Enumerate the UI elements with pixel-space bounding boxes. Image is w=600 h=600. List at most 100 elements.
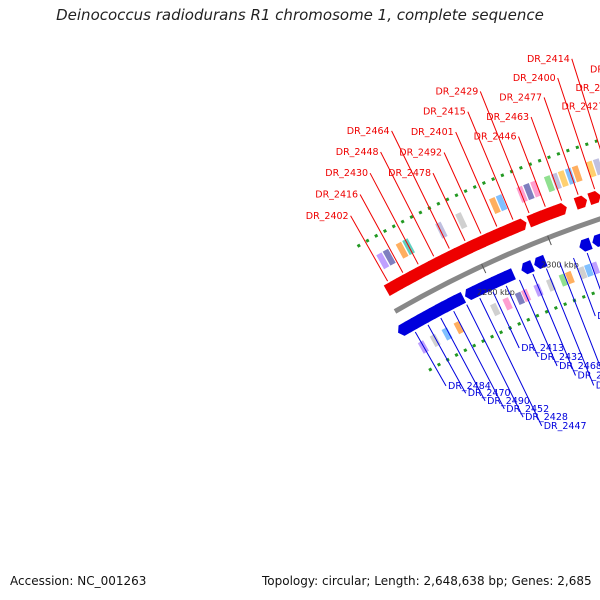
label-leader-lines bbox=[350, 58, 600, 427]
leader-line bbox=[466, 304, 524, 418]
tick-label: 2300 kbp bbox=[541, 260, 579, 269]
plus-strand-gene-label: DR_2463 bbox=[486, 112, 529, 123]
leader-line bbox=[519, 279, 558, 367]
minus-strand-gene bbox=[452, 291, 467, 307]
minus-strand-gene-label: DR_2437 bbox=[596, 380, 600, 391]
minus-strand-gene-label: DR_2452 bbox=[506, 404, 549, 415]
backbone-ring bbox=[393, 216, 600, 314]
plus-strand-gene-label: DR_2477 bbox=[499, 92, 542, 103]
minus-strand-gene-label: DR_2417m bbox=[578, 371, 600, 382]
leader-line bbox=[391, 130, 450, 249]
plus-strand-gene-label: DR_2445 bbox=[576, 83, 600, 94]
leader-line bbox=[479, 91, 530, 214]
leader-line bbox=[479, 297, 543, 427]
leader-line bbox=[369, 172, 419, 265]
plus-strand-gene-label: DR_2400 bbox=[513, 73, 556, 84]
cog-category-block bbox=[376, 252, 390, 270]
cog-category-block bbox=[590, 261, 600, 275]
leader-line bbox=[440, 317, 486, 402]
minus-strand-gene-label: DR_2432 bbox=[540, 352, 583, 363]
map-footer: Accession: NC_001263 Topology: circular;… bbox=[0, 570, 600, 594]
leader-line bbox=[571, 58, 600, 150]
cog-category-block bbox=[577, 266, 588, 280]
cog-category-block bbox=[488, 196, 501, 215]
leader-line bbox=[559, 263, 600, 368]
leader-line bbox=[505, 285, 539, 358]
leader-line bbox=[380, 151, 435, 257]
plus-strand-gene-label: DR_2401 bbox=[411, 127, 454, 138]
plus-strand-gene-label: DR_2427 bbox=[562, 102, 600, 113]
leader-line bbox=[586, 252, 600, 291]
cog-category-block bbox=[441, 327, 453, 341]
cog-category-block bbox=[584, 263, 594, 278]
leader-line bbox=[532, 273, 576, 376]
plus-strand-gene-label: DR_2492 bbox=[399, 148, 442, 159]
tick-label: 2280 kbp bbox=[477, 288, 515, 297]
minus-strand-gene bbox=[579, 237, 593, 252]
cog-category-block bbox=[523, 183, 535, 201]
cog-category-block bbox=[592, 158, 600, 176]
tick-mark bbox=[481, 263, 487, 274]
minus-strand-gene bbox=[502, 268, 516, 283]
leader-line bbox=[414, 331, 447, 387]
leader-line bbox=[467, 111, 514, 220]
plus-strand-gene-label: DR_2402 bbox=[306, 211, 349, 222]
topology-label: Topology: circular; Length: 2,648,638 bp… bbox=[262, 574, 592, 588]
plus-strand-gene-label: DR_2464 bbox=[347, 126, 390, 137]
gene-labels: DR_2402 DR_2416 DR_2430 DR_2448 DR_2464 DR_24… bbox=[306, 54, 600, 432]
cog-category-block bbox=[514, 291, 526, 306]
plus-strand-gene-label: DR_2416 bbox=[315, 190, 358, 201]
cog-category-block bbox=[585, 160, 597, 178]
plus-strand-gene bbox=[513, 218, 527, 233]
cog-category-block bbox=[543, 175, 556, 193]
minus-strand-gene-label: DR_2413 bbox=[521, 343, 564, 354]
leader-line bbox=[492, 291, 520, 349]
minus-strand-gene bbox=[592, 233, 600, 247]
leader-line bbox=[573, 257, 596, 317]
minus-strand-gene-label: DR_2438 bbox=[597, 311, 600, 322]
cog-category-block bbox=[382, 248, 396, 266]
plus-strand-gene-label: DR_2462 bbox=[590, 65, 600, 76]
leader-line bbox=[432, 172, 466, 242]
cog-category-block bbox=[395, 241, 409, 259]
cog-category-block bbox=[502, 297, 513, 311]
cog-category-block bbox=[557, 170, 569, 188]
plus-strand-gene-label: DR_2415 bbox=[423, 107, 466, 118]
leader-line bbox=[427, 324, 467, 394]
tick-mark bbox=[547, 235, 552, 246]
minus-strand-gene-label: DR_2447 bbox=[544, 421, 587, 432]
leader-line bbox=[545, 268, 595, 386]
minus-strand-gene-label: DR_2470 bbox=[468, 388, 511, 399]
cog-category-block bbox=[453, 320, 465, 335]
leader-line bbox=[350, 215, 389, 282]
leader-line bbox=[557, 77, 596, 190]
plus-strand-gene-label: DR_2429 bbox=[435, 86, 478, 97]
gene-features bbox=[376, 156, 600, 354]
minus-strand-gene-label: DR_2468 bbox=[559, 361, 600, 372]
plus-strand-gene-label: DR_2478 bbox=[388, 168, 431, 179]
leader-line bbox=[518, 136, 546, 207]
plus-strand-gene bbox=[553, 202, 567, 218]
plus-strand-gene-label: DR_2448 bbox=[336, 147, 379, 158]
minus-strand-gene-label: DR_2484 bbox=[448, 381, 491, 392]
cog-category-block bbox=[516, 185, 528, 203]
cog-category-block bbox=[455, 212, 468, 230]
leader-line bbox=[530, 116, 563, 201]
cog-category-block bbox=[571, 165, 583, 183]
plus-strand-gene-label: DR_2446 bbox=[474, 132, 517, 143]
cog-category-block bbox=[495, 194, 508, 212]
leader-line bbox=[455, 131, 498, 227]
minus-strand-gene-label: DR_2490 bbox=[487, 396, 530, 407]
cog-category-block bbox=[545, 278, 557, 292]
leader-line bbox=[443, 152, 482, 234]
cog-category-block bbox=[550, 172, 562, 190]
minus-strand-gene-label: DR_2428 bbox=[525, 412, 568, 423]
leader-line bbox=[543, 97, 579, 195]
plus-strand-gene bbox=[587, 191, 600, 205]
minus-strand-gene bbox=[521, 260, 535, 275]
accession-label: Accession: NC_001263 bbox=[10, 574, 147, 588]
plus-strand-gene-label: DR_2430 bbox=[325, 168, 368, 179]
map-title: Deinococcus radiodurans R1 chromosome 1,… bbox=[56, 6, 544, 24]
